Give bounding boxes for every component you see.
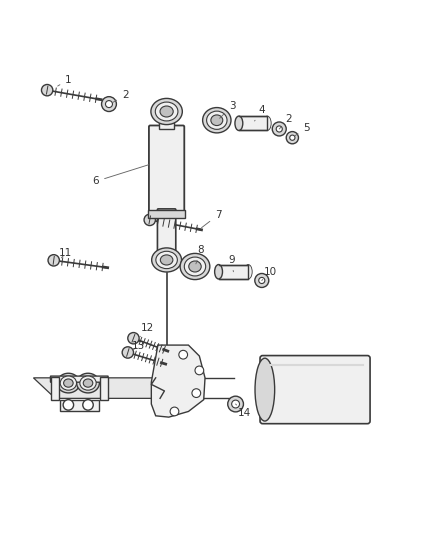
Ellipse shape <box>83 379 93 387</box>
Text: 4: 4 <box>254 105 265 121</box>
FancyBboxPatch shape <box>260 356 370 424</box>
Circle shape <box>272 122 286 136</box>
Circle shape <box>170 407 179 416</box>
Ellipse shape <box>160 106 173 117</box>
Polygon shape <box>151 345 205 417</box>
Ellipse shape <box>235 116 243 131</box>
Ellipse shape <box>156 251 177 269</box>
Ellipse shape <box>215 264 223 279</box>
Circle shape <box>63 400 74 410</box>
Circle shape <box>128 333 139 344</box>
Circle shape <box>83 400 93 410</box>
FancyBboxPatch shape <box>149 125 184 215</box>
Text: 1: 1 <box>58 75 72 86</box>
Ellipse shape <box>57 373 80 393</box>
Bar <box>148 210 185 218</box>
Circle shape <box>122 347 134 358</box>
Text: 9: 9 <box>228 255 234 272</box>
Text: 14: 14 <box>236 404 251 418</box>
Circle shape <box>42 85 53 96</box>
Circle shape <box>102 96 117 111</box>
FancyBboxPatch shape <box>157 209 176 254</box>
Ellipse shape <box>207 111 227 130</box>
Ellipse shape <box>211 115 223 126</box>
Circle shape <box>228 396 244 412</box>
FancyBboxPatch shape <box>50 376 108 382</box>
Circle shape <box>144 214 155 225</box>
Ellipse shape <box>160 255 173 265</box>
Bar <box>239 116 267 131</box>
Circle shape <box>106 101 113 108</box>
Circle shape <box>259 277 265 284</box>
Circle shape <box>255 273 269 287</box>
Text: 2: 2 <box>279 114 292 129</box>
Text: 12: 12 <box>140 324 154 337</box>
Bar <box>60 400 99 410</box>
Bar <box>219 264 248 279</box>
Text: 10: 10 <box>262 266 277 280</box>
Ellipse shape <box>155 102 178 121</box>
Bar <box>51 376 59 400</box>
Ellipse shape <box>244 264 252 279</box>
Ellipse shape <box>184 257 206 276</box>
Circle shape <box>276 126 283 132</box>
Circle shape <box>290 135 295 140</box>
Text: 5: 5 <box>295 123 310 136</box>
Text: 2: 2 <box>112 91 128 103</box>
Ellipse shape <box>203 108 231 133</box>
Ellipse shape <box>151 99 182 125</box>
Bar <box>100 376 108 400</box>
Text: 11: 11 <box>59 248 72 259</box>
Ellipse shape <box>152 248 181 272</box>
Circle shape <box>179 350 187 359</box>
Text: 6: 6 <box>92 165 148 187</box>
Ellipse shape <box>263 116 271 131</box>
Circle shape <box>195 366 204 375</box>
Ellipse shape <box>189 261 201 272</box>
Ellipse shape <box>64 379 73 387</box>
Bar <box>159 111 174 129</box>
Text: 7: 7 <box>201 210 222 228</box>
Text: 8: 8 <box>196 245 204 264</box>
Ellipse shape <box>80 376 96 390</box>
Bar <box>159 250 173 251</box>
Ellipse shape <box>60 376 77 390</box>
Ellipse shape <box>180 253 210 280</box>
Circle shape <box>192 389 201 398</box>
Text: 3: 3 <box>219 101 235 118</box>
Circle shape <box>232 400 240 408</box>
Text: 13: 13 <box>131 341 145 351</box>
Circle shape <box>48 255 60 266</box>
Ellipse shape <box>77 373 99 393</box>
Circle shape <box>286 132 298 144</box>
Polygon shape <box>33 378 182 398</box>
Ellipse shape <box>255 358 275 421</box>
